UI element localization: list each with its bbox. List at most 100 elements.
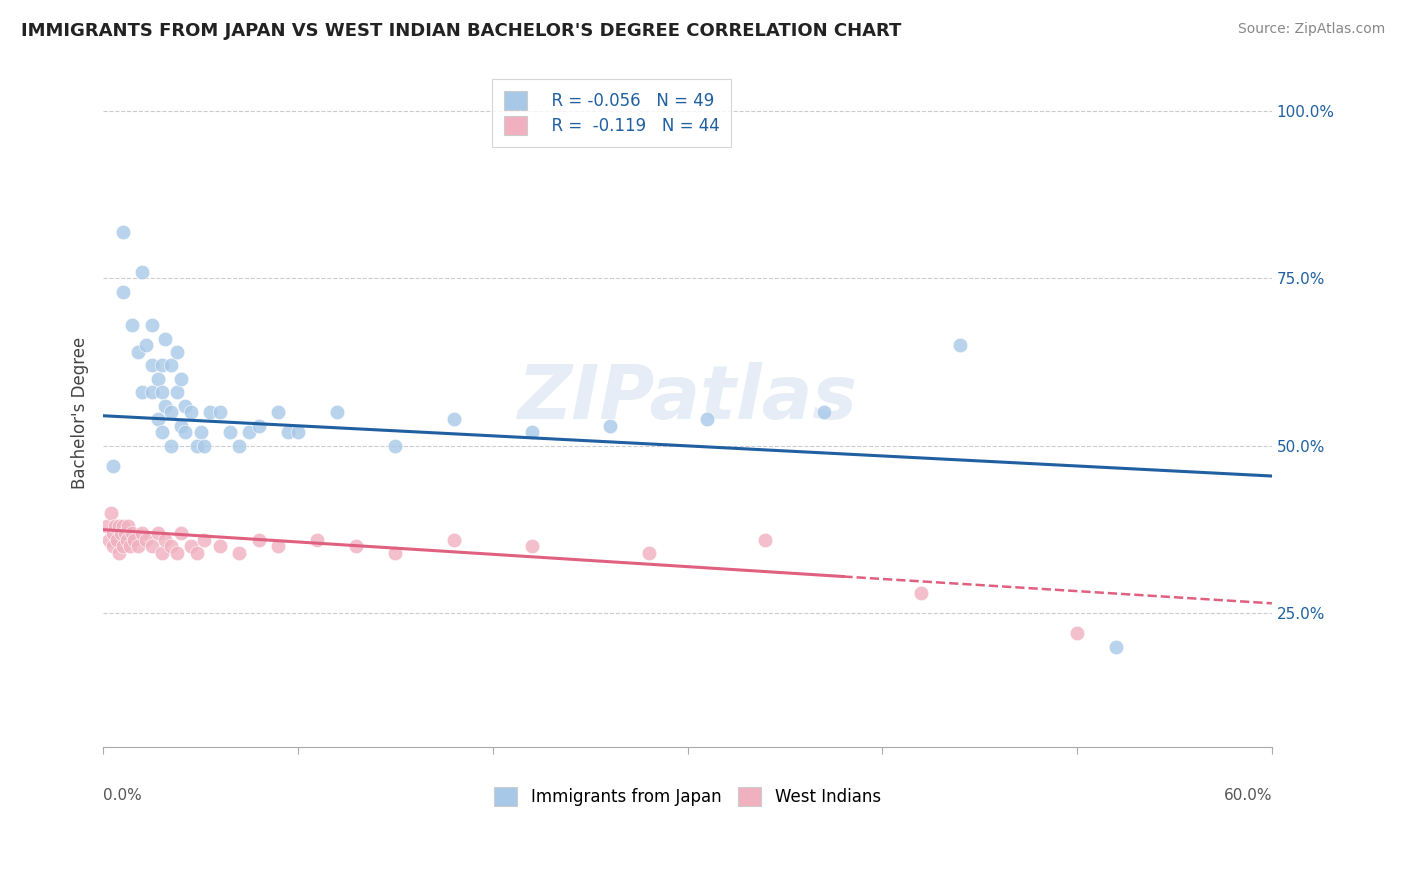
Point (166, 546, 188, 560)
Point (166, 385, 188, 400)
Point (115, 533, 138, 547)
Point (813, 405, 835, 419)
Point (247, 533, 270, 547)
Legend: Immigrants from Japan, West Indians: Immigrants from Japan, West Indians (488, 780, 887, 813)
Point (146, 412, 169, 426)
Point (166, 345, 188, 359)
Point (384, 439, 406, 453)
Point (131, 385, 153, 400)
Point (228, 546, 250, 560)
Point (111, 519, 134, 533)
Point (101, 458, 124, 473)
Point (180, 405, 202, 419)
Y-axis label: Bachelor's Degree: Bachelor's Degree (72, 336, 89, 489)
Point (117, 519, 139, 533)
Point (120, 540, 142, 554)
Point (170, 372, 193, 386)
Point (107, 519, 129, 533)
Point (599, 418, 621, 433)
Point (247, 418, 270, 433)
Point (131, 526, 153, 541)
Point (155, 399, 177, 413)
Point (696, 412, 718, 426)
Point (150, 359, 173, 373)
Point (267, 540, 290, 554)
Text: 0.0%: 0.0% (103, 788, 142, 803)
Point (155, 332, 177, 346)
Point (155, 533, 177, 547)
Point (180, 540, 202, 554)
Point (141, 318, 163, 333)
Point (131, 265, 153, 279)
Point (443, 533, 465, 547)
Point (141, 359, 163, 373)
Point (107, 546, 129, 560)
Point (101, 526, 124, 541)
Point (287, 425, 309, 440)
Point (121, 526, 143, 541)
Point (218, 425, 240, 440)
Point (238, 425, 260, 440)
Point (146, 372, 169, 386)
Point (150, 546, 173, 560)
Text: Source: ZipAtlas.com: Source: ZipAtlas.com (1237, 22, 1385, 37)
Point (267, 405, 290, 419)
Text: 60.0%: 60.0% (1223, 788, 1272, 803)
Point (193, 533, 215, 547)
Point (193, 439, 215, 453)
Point (150, 425, 173, 440)
Point (208, 540, 231, 554)
Point (277, 425, 299, 440)
Point (160, 359, 183, 373)
Point (96, 519, 118, 533)
Point (160, 405, 183, 419)
Point (121, 318, 143, 333)
Point (124, 533, 146, 547)
Point (208, 405, 231, 419)
Point (1105, 640, 1128, 654)
Point (111, 540, 134, 554)
Text: ZIPatlas: ZIPatlas (517, 362, 858, 435)
Point (141, 385, 163, 400)
Point (754, 533, 776, 547)
Point (344, 540, 367, 554)
Point (104, 519, 127, 533)
Point (520, 425, 543, 440)
Point (150, 385, 173, 400)
Point (146, 526, 169, 541)
Point (100, 506, 122, 520)
Point (326, 405, 349, 419)
Point (307, 533, 329, 547)
Point (443, 412, 465, 426)
Point (186, 546, 208, 560)
Point (114, 526, 136, 541)
Point (190, 425, 212, 440)
Point (186, 439, 208, 453)
Point (98, 533, 121, 547)
Point (949, 338, 972, 352)
Point (520, 540, 543, 554)
Point (174, 425, 197, 440)
Point (127, 345, 149, 359)
Point (135, 533, 157, 547)
Point (160, 540, 183, 554)
Point (110, 526, 132, 541)
Point (384, 546, 406, 560)
Point (170, 418, 193, 433)
Point (200, 405, 222, 419)
Point (170, 526, 193, 541)
Point (101, 540, 124, 554)
Point (637, 546, 659, 560)
Point (160, 439, 183, 453)
Point (111, 285, 134, 299)
Point (111, 225, 134, 239)
Point (141, 540, 163, 554)
Point (1066, 626, 1088, 640)
Point (910, 586, 932, 600)
Point (135, 338, 157, 352)
Point (228, 439, 250, 453)
Point (174, 399, 197, 413)
Point (127, 540, 149, 554)
Text: IMMIGRANTS FROM JAPAN VS WEST INDIAN BACHELOR'S DEGREE CORRELATION CHART: IMMIGRANTS FROM JAPAN VS WEST INDIAN BAC… (21, 22, 901, 40)
Point (105, 533, 128, 547)
